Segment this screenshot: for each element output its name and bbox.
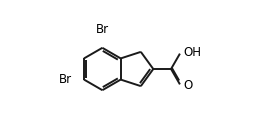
Text: O: O — [183, 79, 192, 92]
Text: Br: Br — [96, 23, 109, 36]
Text: OH: OH — [183, 46, 201, 59]
Text: Br: Br — [59, 73, 72, 86]
